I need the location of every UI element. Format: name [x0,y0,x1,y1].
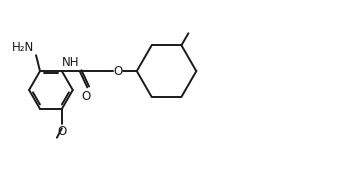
Text: NH: NH [62,56,80,69]
Text: O: O [82,90,91,103]
Text: O: O [114,65,123,78]
Text: H₂N: H₂N [12,41,34,54]
Text: O: O [57,125,66,138]
